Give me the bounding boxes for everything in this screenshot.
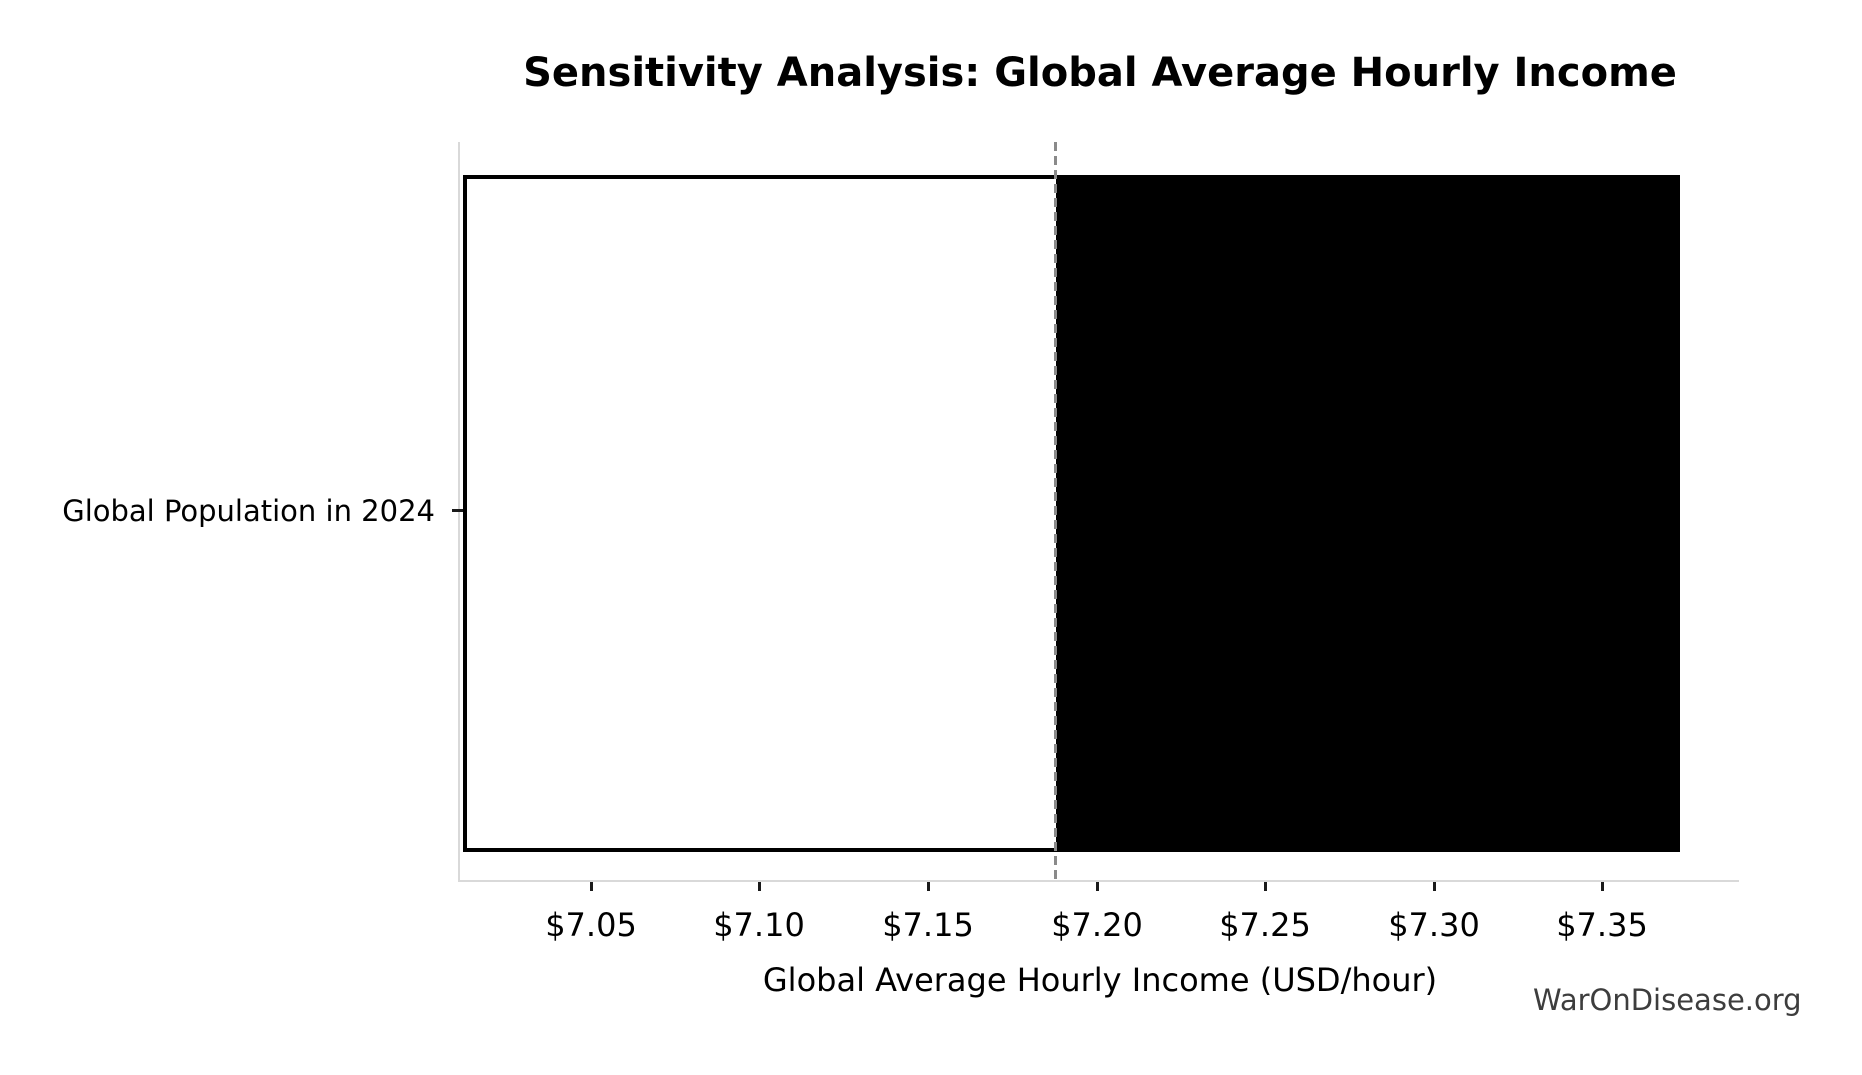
x-tick-mark — [590, 882, 593, 891]
x-tick-label: $7.05 — [545, 906, 637, 944]
x-tick-label: $7.15 — [882, 906, 974, 944]
x-tick-label: $7.35 — [1556, 906, 1648, 944]
x-tick-label: $7.25 — [1219, 906, 1311, 944]
x-tick-mark — [927, 882, 930, 891]
x-tick-mark — [1601, 882, 1604, 891]
chart-title: Sensitivity Analysis: Global Average Hou… — [523, 50, 1677, 96]
y-tick-mark — [452, 509, 463, 512]
watermark: WarOnDisease.org — [1533, 983, 1802, 1017]
x-tick-label: $7.30 — [1388, 906, 1480, 944]
x-axis-label: Global Average Hourly Income (USD/hour) — [762, 961, 1438, 999]
x-tick-mark — [758, 882, 761, 891]
x-tick-label: $7.10 — [713, 906, 805, 944]
y-axis-spine — [458, 142, 460, 882]
x-tick-mark — [1433, 882, 1436, 891]
x-tick-mark — [1264, 882, 1267, 891]
y-tick-label: Global Population in 2024 — [62, 494, 435, 528]
bar-low-segment — [463, 175, 1056, 852]
x-tick-label: $7.20 — [1051, 906, 1143, 944]
x-axis-spine — [458, 880, 1739, 882]
bar-high-segment — [1056, 175, 1680, 852]
base-value-dashed-line — [1054, 142, 1057, 880]
x-tick-mark — [1096, 882, 1099, 891]
